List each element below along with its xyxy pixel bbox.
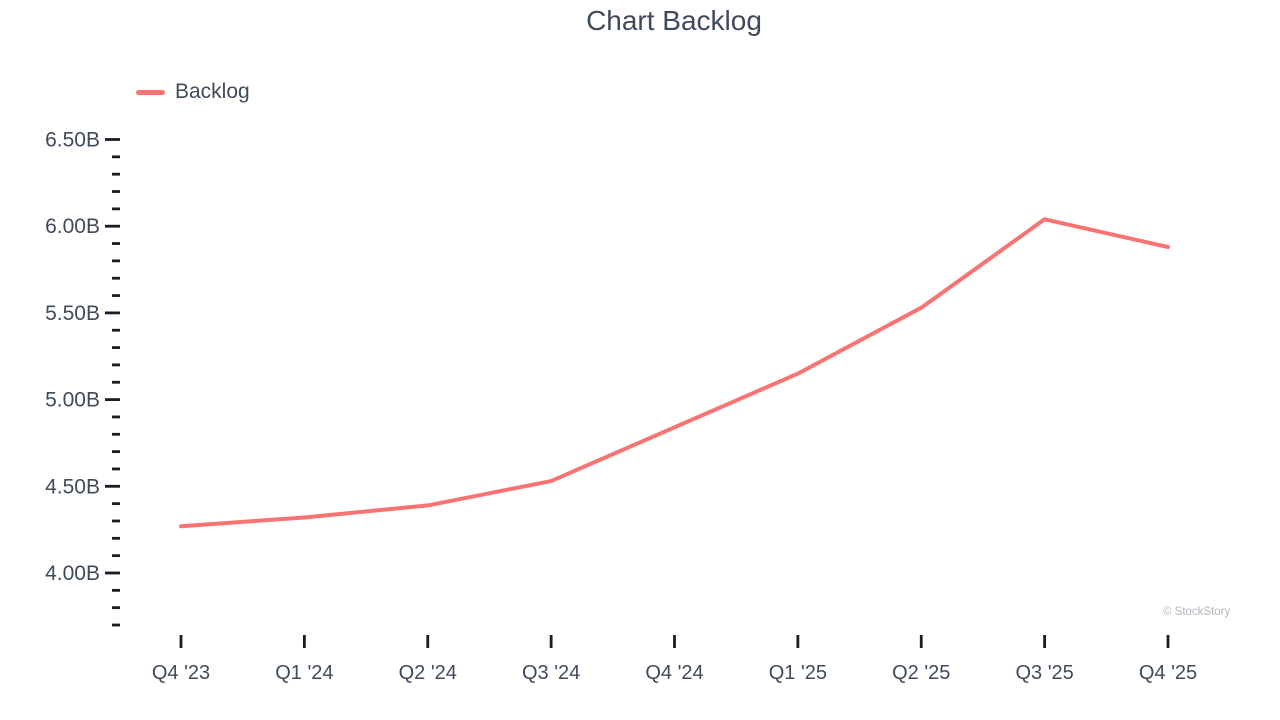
legend-line-swatch-icon [136,89,165,95]
y-axis-label: 6.00B [45,215,100,238]
y-axis-label: 5.00B [45,389,100,412]
x-axis-label: Q4 '23 [152,662,210,684]
watermark: © StockStory [1163,606,1231,618]
x-axis-label: Q2 '25 [892,662,950,684]
series-line-backlog [179,217,1170,529]
x-axis-label: Q4 '24 [645,662,703,684]
y-axis-label: 5.50B [45,302,100,325]
chart-title: Chart Backlog [586,5,762,36]
x-axis-label: Q3 '24 [522,662,580,684]
x-axis-label: Q1 '24 [275,662,333,684]
y-axis-label: 6.50B [45,129,100,152]
x-axis-label: Q1 '25 [769,662,827,684]
y-axis-label: 4.00B [45,562,100,585]
x-axis-label: Q2 '24 [399,662,457,684]
x-axis-label: Q3 '25 [1015,662,1073,684]
legend: Backlog [136,80,250,104]
x-axis-label: Q4 '25 [1139,662,1197,684]
legend-label: Backlog [175,80,250,103]
y-axis-label: 4.50B [45,475,100,498]
